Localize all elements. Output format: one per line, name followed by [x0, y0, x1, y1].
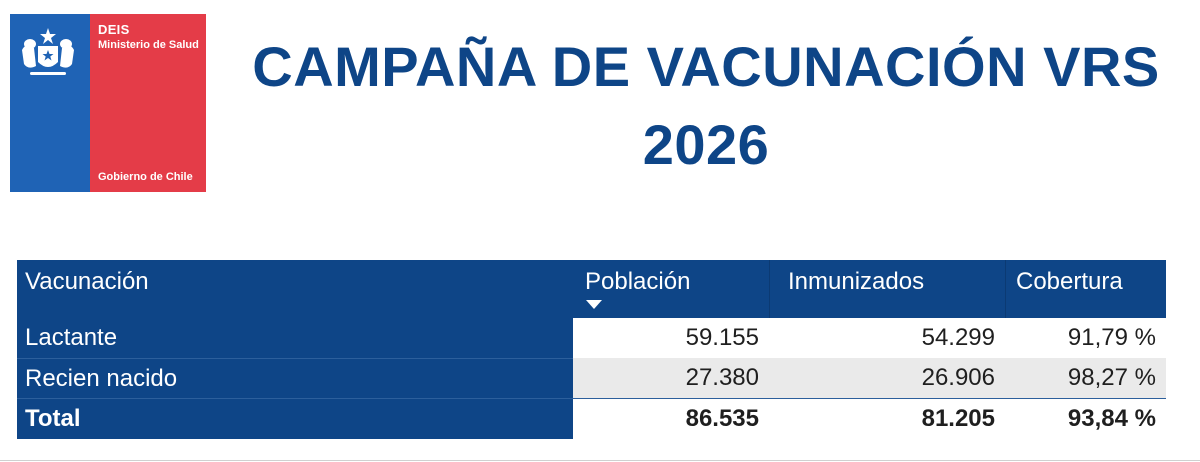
table-row: Recien nacido 27.380 26.906 98,27 % [17, 358, 1166, 398]
page-title-line-2: 2026 [642, 113, 770, 176]
row-label: Lactante [17, 318, 573, 358]
cell-poblacion: 27.380 [573, 358, 769, 398]
column-header-vacunacion[interactable]: Vacunación [25, 268, 149, 295]
cell-inmunizados: 26.906 [769, 358, 1005, 398]
column-header-poblacion[interactable]: Población [573, 260, 769, 318]
sort-descending-icon [586, 300, 602, 309]
column-header-poblacion-label: Población [585, 268, 691, 295]
bottom-divider [0, 460, 1200, 461]
row-label: Recien nacido [17, 358, 573, 398]
total-label: Total [17, 399, 573, 439]
cell-cobertura: 91,79 % [1067, 324, 1156, 351]
page-title: CAMPAÑA DE VACUNACIÓN VRS 2026 [226, 28, 1186, 184]
total-cobertura: 93,84 % [1067, 405, 1156, 432]
cell-poblacion: 59.155 [685, 324, 759, 351]
table-header-row: Vacunación Población Inmunizados Cobertu… [17, 260, 1166, 318]
total-inmunizados: 81.205 [921, 405, 995, 432]
vaccination-table: Vacunación Población Inmunizados Cobertu… [17, 260, 1166, 439]
table-total-row: Total 86.535 81.205 93,84 % [17, 398, 1166, 439]
column-header-cobertura[interactable]: Cobertura [1005, 260, 1166, 318]
ministry-logo: DEIS Ministerio de Salud Gobierno de Chi… [10, 14, 206, 192]
cell-cobertura: 98,27 % [1005, 358, 1166, 398]
column-header-inmunizados[interactable]: Inmunizados [769, 260, 1005, 318]
total-poblacion: 86.535 [685, 405, 759, 432]
page-title-line-1: CAMPAÑA DE VACUNACIÓN VRS [252, 35, 1160, 98]
logo-org-name: DEIS [98, 22, 130, 37]
cell-inmunizados: 54.299 [921, 324, 995, 351]
logo-ministry-name: Ministerio de Salud [98, 39, 199, 51]
logo-government-name: Gobierno de Chile [98, 171, 193, 183]
logo-blue-panel [10, 14, 90, 192]
table-row: Lactante 59.155 54.299 91,79 % [17, 318, 1166, 358]
coat-of-arms-icon [22, 28, 74, 75]
logo-red-panel: DEIS Ministerio de Salud Gobierno de Chi… [90, 14, 206, 192]
